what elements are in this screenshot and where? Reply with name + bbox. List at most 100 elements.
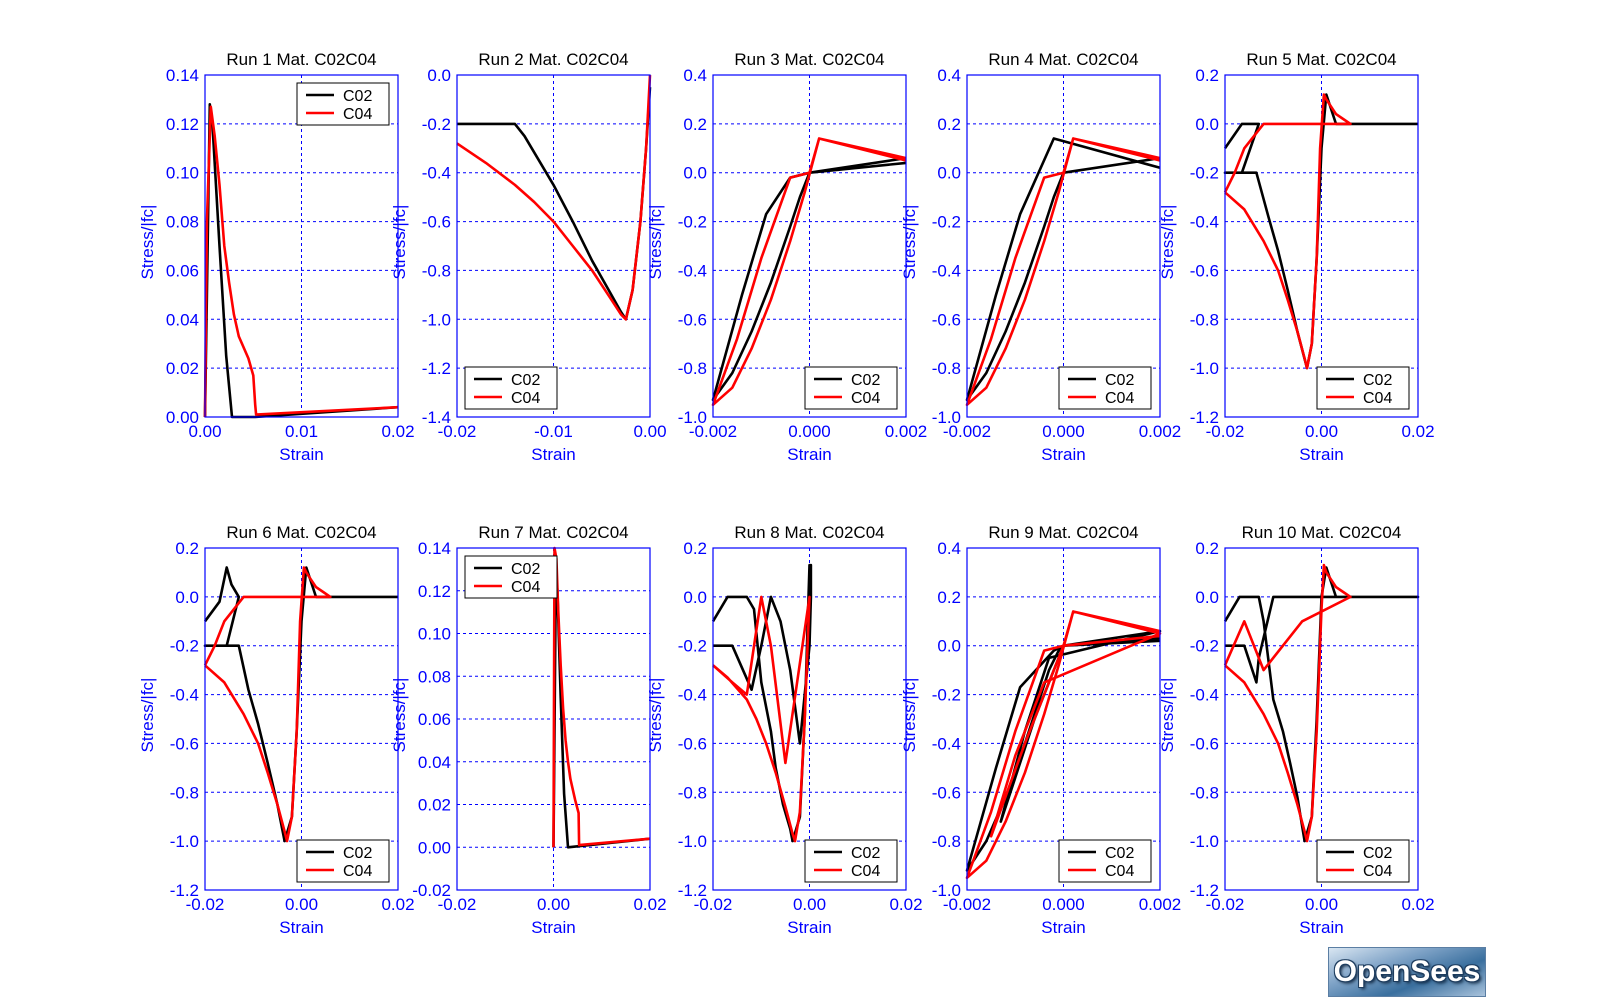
x-tick-label: -0.02	[438, 895, 477, 914]
legend-label: C02	[343, 845, 372, 862]
series-line-c04	[965, 610, 1162, 880]
x-axis-label: Strain	[1299, 918, 1343, 937]
y-tick-label: -0.4	[1190, 213, 1219, 232]
plot-frame	[456, 74, 651, 418]
y-tick-label: 0.0	[683, 588, 707, 607]
legend-box	[464, 366, 558, 410]
y-tick-label: 0.08	[166, 213, 199, 232]
x-tick-label: 0.00	[633, 422, 666, 441]
y-tick-label: -0.4	[422, 164, 451, 183]
plot-frame	[712, 547, 907, 891]
subplot-9: Run 9 Mat. C02C04 -0.002 0.000 0.002 -1.0 -0.…	[900, 523, 1181, 937]
y-tick-label: 0.00	[166, 408, 199, 427]
legend-label: C02	[1105, 845, 1134, 862]
y-axis-label: Stress/|fc|	[646, 205, 665, 280]
y-tick-label: -0.4	[932, 261, 961, 280]
y-tick-label: -0.2	[678, 213, 707, 232]
series-line-c04	[203, 105, 399, 418]
legend-label: C02	[1105, 372, 1134, 389]
plot-frame	[204, 74, 399, 418]
y-axis-label: Stress/|fc|	[138, 205, 157, 280]
y-tick-label: -1.0	[932, 408, 961, 427]
y-tick-label: -1.2	[422, 359, 451, 378]
x-tick-label: -0.002	[943, 895, 991, 914]
y-tick-label: -0.8	[1190, 310, 1219, 329]
legend-box	[804, 839, 898, 883]
y-tick-label: -1.4	[422, 408, 451, 427]
legend: C02C04	[1058, 839, 1152, 883]
x-tick-label: 0.02	[1401, 895, 1434, 914]
legend: C02C04	[464, 366, 558, 410]
y-tick-label: -0.4	[678, 261, 707, 280]
y-tick-label: -0.2	[932, 213, 961, 232]
legend: C02C04	[296, 82, 390, 126]
legend: C02C04	[1058, 366, 1152, 410]
x-tick-label: 0.00	[793, 895, 826, 914]
y-axis-label: Stress/|fc|	[138, 678, 157, 753]
y-tick-label: -0.02	[412, 881, 451, 900]
y-tick-label: 0.0	[937, 637, 961, 656]
y-tick-label: 0.02	[418, 796, 451, 815]
subplot-title: Run 7 Mat. C02C04	[478, 523, 628, 542]
x-tick-label: 0.01	[285, 422, 318, 441]
legend-label: C04	[511, 390, 540, 407]
legend-label: C02	[343, 88, 372, 105]
legend-label: C02	[511, 561, 540, 578]
x-tick-label: 0.000	[1042, 422, 1085, 441]
y-tick-label: -0.8	[1190, 783, 1219, 802]
legend: C02C04	[464, 555, 558, 599]
y-tick-label: 0.2	[683, 115, 707, 134]
x-tick-label: 0.02	[1401, 422, 1434, 441]
subplot-2: Run 2 Mat. C02C04 -0.02 -0.01 0.00 -1.4 -1.2 -…	[390, 50, 667, 464]
y-axis-label: Stress/|fc|	[900, 678, 919, 753]
y-tick-label: 0.14	[166, 66, 199, 85]
y-axis-label: Stress/|fc|	[1158, 678, 1177, 753]
subplot-3: Run 3 Mat. C02C04 -0.002 0.000 0.002 -1.0 -0.…	[646, 50, 927, 464]
plot-frame	[712, 74, 907, 418]
y-tick-label: -1.0	[170, 832, 199, 851]
series-line-c04	[965, 137, 1161, 407]
subplot-title: Run 1 Mat. C02C04	[226, 50, 376, 69]
y-tick-label: 0.10	[418, 625, 451, 644]
subplot-10: Run 10 Mat. C02C04 -0.02 0.00 0.02 -1.2 -1.0 -…	[1158, 523, 1435, 937]
y-tick-label: 0.06	[166, 261, 199, 280]
opensees-logo: OpenSees	[1328, 947, 1486, 997]
legend-label: C04	[851, 390, 880, 407]
x-tick-label: -0.002	[689, 422, 737, 441]
series-line-c02	[965, 137, 1161, 402]
legend-box	[296, 82, 390, 126]
x-tick-label: 0.002	[885, 422, 928, 441]
y-tick-label: 0.14	[418, 539, 451, 558]
plot-frame	[204, 547, 399, 891]
plot-frame	[456, 547, 651, 891]
subplot-6: Run 6 Mat. C02C04 -0.02 0.00 0.02 -1.2 -1.0 -0…	[138, 523, 415, 937]
legend: C02C04	[804, 839, 898, 883]
x-tick-label: 0.02	[633, 895, 666, 914]
series-line-c04	[712, 595, 811, 843]
subplot-title: Run 3 Mat. C02C04	[734, 50, 884, 69]
x-axis-label: Strain	[1041, 918, 1085, 937]
subplot-8: Run 8 Mat. C02C04 -0.02 0.00 0.02 -1.2 -1.0 -0…	[646, 523, 923, 937]
legend: C02C04	[1316, 366, 1410, 410]
x-tick-label: -0.02	[1206, 895, 1245, 914]
x-tick-label: -0.01	[534, 422, 573, 441]
series-line-c04	[456, 74, 652, 321]
legend-label: C02	[851, 372, 880, 389]
y-tick-label: -0.6	[1190, 261, 1219, 280]
legend: C02C04	[1316, 839, 1410, 883]
y-tick-label: -0.8	[932, 832, 961, 851]
x-tick-label: 0.000	[788, 422, 831, 441]
x-axis-label: Strain	[531, 445, 575, 464]
legend-label: C02	[1363, 372, 1392, 389]
x-axis-label: Strain	[279, 918, 323, 937]
y-tick-label: -1.0	[932, 881, 961, 900]
subplot-title: Run 8 Mat. C02C04	[734, 523, 884, 542]
x-tick-label: -0.002	[943, 422, 991, 441]
series-line-c04	[1223, 563, 1352, 843]
y-tick-label: 0.2	[1195, 539, 1219, 558]
plot-frame	[1224, 547, 1419, 891]
y-tick-label: -0.6	[932, 310, 961, 329]
y-axis-label: Stress/|fc|	[390, 205, 409, 280]
y-tick-label: 0.04	[418, 753, 451, 772]
series-line-c04	[711, 137, 907, 407]
